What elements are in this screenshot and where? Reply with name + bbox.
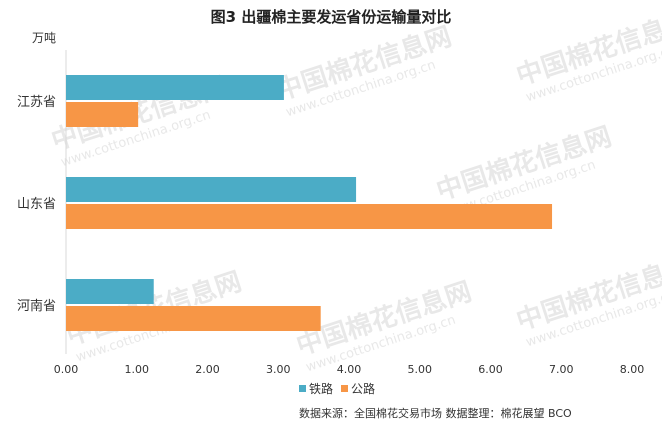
x-tick-label: 6.00 <box>478 363 503 376</box>
unit-label: 万吨 <box>32 31 56 45</box>
legend: 铁路 公路 <box>299 381 375 396</box>
bar-铁路-河南省 <box>66 279 154 304</box>
bar-公路-山东省 <box>66 204 553 229</box>
source-note: 数据来源：全国棉花交易市场 数据整理：棉花展望 BCO <box>299 406 572 420</box>
x-tick-label: 0.00 <box>54 363 79 376</box>
category-label: 山东省 <box>17 197 56 212</box>
bar-铁路-山东省 <box>66 177 357 202</box>
x-tick-label: 3.00 <box>266 363 291 376</box>
x-tick-label: 7.00 <box>549 363 574 376</box>
category-label: 河南省 <box>17 298 56 314</box>
x-tick-label: 5.00 <box>408 363 433 376</box>
legend-label-公路: 公路 <box>351 381 375 396</box>
bars-layer <box>66 75 553 331</box>
bar-公路-江苏省 <box>66 102 139 127</box>
x-tick-label: 1.00 <box>125 363 150 376</box>
legend-swatch-公路 <box>341 385 348 392</box>
x-tick-labels: 0.00 1.00 2.00 3.00 4.00 5.00 6.00 7.00 8.00 <box>54 363 645 376</box>
x-tick-label: 4.00 <box>337 363 362 376</box>
chart-title: 图3 出疆棉主要发运省份运输量对比 <box>211 8 452 26</box>
x-tick-label: 2.00 <box>195 363 220 376</box>
category-label: 江苏省 <box>17 94 56 110</box>
bar-公路-河南省 <box>66 306 321 331</box>
x-tick-label: 8.00 <box>620 363 645 376</box>
legend-swatch-铁路 <box>299 385 306 392</box>
bar-铁路-江苏省 <box>66 75 284 100</box>
legend-label-铁路: 铁路 <box>309 381 333 396</box>
